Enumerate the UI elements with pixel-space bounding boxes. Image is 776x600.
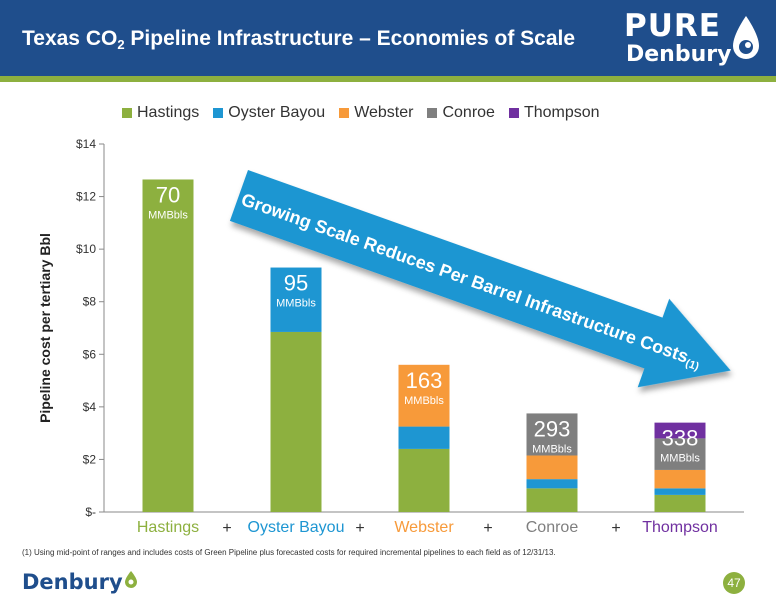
bar-segment-hastings-thompson bbox=[654, 494, 706, 512]
footer-brand: Denbury bbox=[22, 570, 138, 594]
footer-drop-icon bbox=[124, 571, 137, 588]
x-category-label: Hastings bbox=[137, 519, 199, 536]
bar-unit-label: MMBbls bbox=[404, 395, 444, 407]
y-tick-label: $4 bbox=[83, 400, 97, 414]
legend-item-oyster-bayou: Oyster Bayou bbox=[213, 104, 325, 122]
bar-value-label: 70 bbox=[156, 182, 180, 207]
bar-value-label: 338 bbox=[662, 426, 699, 451]
legend-item-conroe: Conroe bbox=[427, 104, 495, 122]
legend-swatch bbox=[339, 108, 350, 118]
logo-top-word: PURE bbox=[624, 8, 721, 44]
pure-denbury-logo: PURE Denbury bbox=[624, 10, 764, 72]
title-subscript: 2 bbox=[117, 37, 125, 52]
y-tick-label: $8 bbox=[83, 295, 97, 309]
category-separator: + bbox=[483, 520, 492, 537]
legend-swatch bbox=[508, 108, 519, 118]
bar-segment-conroe-conroe bbox=[526, 413, 578, 456]
legend-label: Hastings bbox=[137, 104, 200, 121]
page-number: 47 bbox=[723, 572, 745, 594]
y-tick-label: $12 bbox=[76, 190, 96, 204]
y-tick-label: $14 bbox=[76, 137, 96, 151]
y-tick-label: $- bbox=[85, 505, 96, 519]
title-part-2: Pipeline Infrastructure – Economies of S… bbox=[124, 27, 576, 50]
footer-brand-text: Denbury bbox=[22, 570, 123, 594]
x-category-label: Webster bbox=[394, 519, 454, 536]
bar-unit-label: MMBbls bbox=[148, 209, 188, 221]
bar-value-label: 293 bbox=[534, 416, 571, 441]
x-category-label: Conroe bbox=[526, 519, 579, 536]
bar-segment-conroe-thompson bbox=[654, 438, 706, 470]
page-title: Texas CO2 Pipeline Infrastructure – Econ… bbox=[22, 27, 575, 52]
x-category-label: Thompson bbox=[642, 519, 718, 536]
bar-segment-oyster-bayou-oyster-bayou bbox=[270, 267, 322, 332]
bar-segment-hastings-hastings bbox=[142, 179, 194, 512]
bar-segment-hastings-webster bbox=[398, 448, 450, 512]
bar-segment-hastings-conroe bbox=[526, 488, 578, 512]
category-separator: + bbox=[355, 520, 364, 537]
bar-segment-oyster-bayou-conroe bbox=[526, 479, 578, 489]
bar-segment-thompson-thompson bbox=[654, 422, 706, 439]
legend-swatch bbox=[122, 108, 132, 118]
legend-label: Thompson bbox=[523, 104, 600, 121]
title-part-1: Texas CO bbox=[22, 27, 118, 50]
chart-legend: Hastings Oyster Bayou Webster Conroe Thompso… bbox=[122, 104, 600, 122]
legend-label: Conroe bbox=[442, 104, 495, 121]
logo-bottom-word: Denbury bbox=[626, 42, 732, 67]
header-bar: Texas CO2 Pipeline Infrastructure – Econ… bbox=[0, 0, 776, 76]
footnote: (1) Using mid-point of ranges and includ… bbox=[22, 548, 556, 557]
legend-item-thompson: Thompson bbox=[508, 104, 600, 122]
legend-swatch bbox=[427, 108, 438, 118]
trend-arrow-footnote-ref: (1) bbox=[684, 357, 701, 373]
y-tick-label: $10 bbox=[76, 242, 96, 256]
legend-item-webster: Webster bbox=[339, 104, 413, 122]
bar-unit-label: MMBbls bbox=[532, 443, 572, 455]
bar-segment-oyster-bayou-thompson bbox=[654, 488, 706, 495]
drop-icon bbox=[733, 16, 759, 59]
category-separator: + bbox=[222, 520, 231, 537]
bar-unit-label: MMBbls bbox=[660, 453, 700, 465]
category-separator: + bbox=[611, 520, 620, 537]
bar-segment-hastings-oyster-bayou bbox=[270, 331, 322, 512]
bar-value-label: 163 bbox=[406, 368, 443, 393]
bar-segment-oyster-bayou-webster bbox=[398, 426, 450, 449]
bar-unit-label: MMBbls bbox=[276, 298, 316, 310]
bar-segment-webster-conroe bbox=[526, 455, 578, 480]
legend-label: Webster bbox=[354, 104, 414, 121]
legend-label: Oyster Bayou bbox=[228, 104, 326, 121]
legend-item-hastings: Hastings bbox=[122, 104, 199, 122]
bar-segment-webster-webster bbox=[398, 364, 450, 427]
y-tick-label: $2 bbox=[83, 452, 97, 466]
x-category-label: Oyster Bayou bbox=[248, 519, 345, 536]
bar-value-label: 95 bbox=[284, 271, 308, 296]
legend-swatch bbox=[213, 108, 224, 118]
bar-segment-webster-thompson bbox=[654, 469, 706, 489]
header-accent-rule bbox=[0, 76, 776, 82]
trend-arrow-shape bbox=[229, 170, 731, 388]
y-axis-title: Pipeline cost per tertiary Bbl bbox=[37, 233, 53, 423]
y-tick-label: $6 bbox=[83, 347, 97, 361]
